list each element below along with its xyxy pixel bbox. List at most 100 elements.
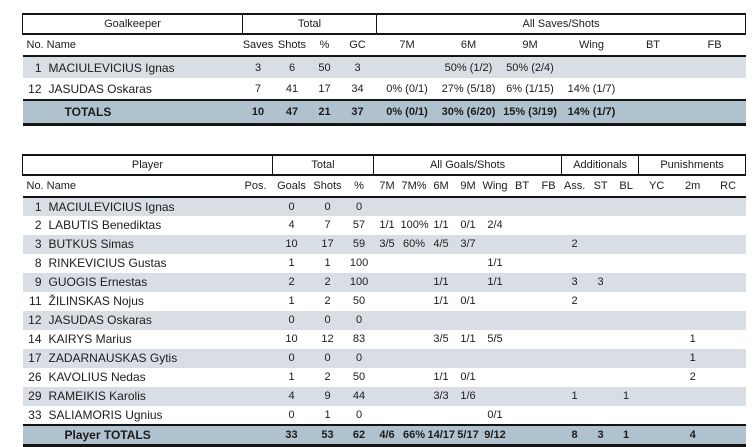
table-row: 2 LABUTIS Benediktas 4 7 57 1/1 100% 1/1 0/1 2/4 (22, 215, 746, 235)
stat-cell-ass (562, 216, 588, 235)
stat-cell-goals: 10 (285, 238, 298, 250)
totals-st: 3 (587, 423, 614, 447)
stat-cell-m7pct (401, 273, 428, 292)
stat-cell-pct: 100 (349, 257, 369, 269)
stat-cell-m9 (455, 254, 482, 273)
stat-cell-m6: 3/5 (433, 333, 449, 345)
group-header-total: Total (242, 13, 377, 35)
stat-cell-m7 (374, 273, 401, 292)
stat-cell-shots: 9 (324, 390, 331, 402)
stat-cell-rc (711, 330, 746, 349)
stat-cell-st (588, 216, 614, 235)
stat-cell-bt (509, 235, 536, 254)
stat-cell-st (588, 368, 614, 387)
totals-pct: 21 (310, 99, 339, 126)
stat-cell-m7 (374, 311, 401, 330)
group-header-goalkeeper: Goalkeeper (22, 13, 243, 35)
player-name-cell: 8 RINKEVICIUS Gustas (23, 254, 239, 273)
group-header-additionals: Additionals (561, 153, 640, 176)
stat-cell-fb (684, 56, 746, 78)
stat-cell-m6: 3/3 (433, 390, 449, 402)
player-number: 2 (34, 218, 42, 232)
stat-cell-m7pct (401, 349, 428, 368)
stat-cell-ass (562, 368, 588, 387)
stat-cell-pct: 44 (352, 390, 366, 402)
stat-cell-st: 3 (597, 276, 604, 288)
stat-cell-bl (614, 197, 639, 216)
stat-cell-rc (711, 292, 746, 311)
column-header-fb: FB (683, 34, 746, 57)
column-header-wing: Wing (481, 174, 509, 198)
stat-cell-m2 (675, 292, 711, 311)
player-name-cell: 14 KAIRYS Marius (23, 330, 239, 349)
player-number: 9 (34, 275, 42, 289)
stat-cell-m6: 1/1 (433, 219, 449, 231)
totals-pct: 62 (344, 423, 374, 447)
stat-cell-shots: 1 (324, 408, 331, 421)
stat-cell-bt (623, 78, 684, 100)
totals-7m: 4/6 (373, 423, 401, 447)
stat-cell-shots: 0 (324, 352, 331, 364)
column-header-goals: Goals (272, 174, 311, 198)
stat-cell-bt (509, 387, 536, 406)
stat-cell-bl (614, 330, 639, 349)
stat-cell-shots: 0 (324, 314, 331, 326)
stat-cell-m7pct (401, 330, 428, 349)
stat-cell-m7pct: 100% (400, 219, 429, 231)
goalkeeper-group-header-row: Goalkeeper Total All Saves/Shots (22, 13, 747, 35)
stat-cell-rc (711, 235, 746, 254)
stat-cell-m9: 0/1 (460, 371, 476, 383)
goalkeeper-column-header-row: No. Name Saves Shots % GC 7M 6M 9M Wing … (22, 34, 746, 57)
column-header-gc: GC (338, 34, 377, 57)
stat-cell-m6: 1/1 (433, 371, 449, 383)
totals-wing: 14% (1/7) (560, 99, 623, 126)
stat-cell-m6: 1/1 (433, 295, 449, 307)
stat-cell-rc (711, 216, 746, 235)
stat-cell-bt (509, 349, 536, 368)
stat-cell-ass (562, 349, 588, 368)
stat-cell-fb (536, 235, 562, 254)
group-header-total: Total (271, 153, 375, 176)
column-header-yc: YC (638, 174, 675, 198)
stat-cell-ass: 1 (571, 390, 578, 402)
stat-cell-pct: 50 (352, 295, 366, 307)
player-name: KAIRYS Marius (48, 332, 132, 346)
stat-cell-wing (482, 235, 509, 254)
stat-cell-goals: 2 (288, 276, 295, 288)
column-header-7m: 7M (376, 34, 438, 57)
stat-cell-pct: 59 (352, 238, 366, 250)
stat-cell-st (588, 349, 614, 368)
stat-cell-m2 (675, 311, 711, 330)
cell-pos (239, 235, 273, 254)
stat-cell-rc (711, 387, 746, 406)
stat-cell-yc (639, 349, 675, 368)
totals-saves: 10 (242, 99, 274, 126)
stat-cell-m6 (428, 197, 455, 216)
stat-cell-st (588, 330, 614, 349)
stat-cell-bl (614, 349, 639, 368)
stat-cell-m7pct (401, 254, 428, 273)
player-name-cell: 26 KAVOLIUS Nedas (23, 368, 239, 387)
stat-cell-m2 (675, 235, 711, 254)
player-name: SALIAMORIS Ugnius (48, 407, 163, 422)
stat-cell-rc (711, 406, 746, 425)
stat-cell-shots: 6 (288, 61, 296, 74)
stat-cell-wing: 1/1 (487, 276, 503, 288)
player-number: 17 (28, 351, 42, 365)
player-number: 12 (28, 81, 42, 96)
player-name: MACIULEVICIUS Ignas (48, 60, 175, 75)
column-header-ass: Ass. (561, 174, 588, 198)
stat-cell-yc (639, 292, 675, 311)
player-name: ZADARNAUSKAS Gytis (48, 351, 178, 365)
totals-bt (622, 99, 684, 126)
stat-cell-yc (639, 235, 675, 254)
player-name: KAVOLIUS Nedas (48, 370, 146, 384)
stat-cell-m6 (428, 406, 455, 425)
stat-cell-pct: 50 (318, 61, 331, 74)
player-name-cell: 1 MACIULEVICIUS Ignas (23, 197, 239, 216)
stat-cell-st (588, 254, 614, 273)
player-name: BUTKUS Simas (48, 237, 134, 251)
player-column-header-row: No. Name Pos. Goals Shots % 7M 7M% 6M 9M… (22, 174, 746, 198)
column-header-pct: % (344, 174, 374, 198)
group-header-all-saves-shots: All Saves/Shots (375, 13, 747, 35)
